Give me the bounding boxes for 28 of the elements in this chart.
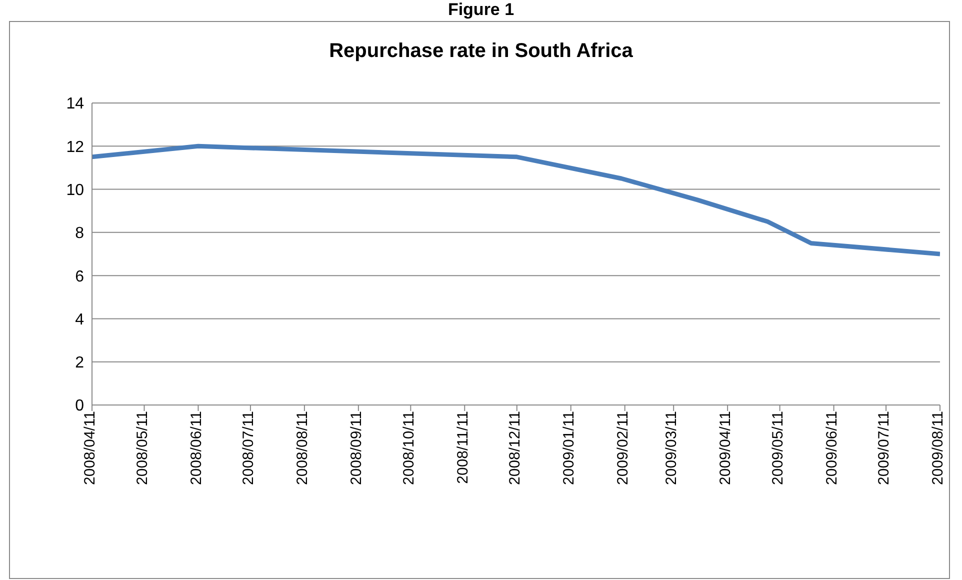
y-tick-label: 12 <box>66 138 84 156</box>
x-tick-label: 2009/08/11 <box>930 411 947 485</box>
y-tick-label: 14 <box>66 96 84 113</box>
y-tick-label: 2 <box>75 354 84 372</box>
x-tick-label: 2008/08/11 <box>294 411 312 485</box>
y-tick-label: 6 <box>75 268 84 286</box>
x-tick-label: 2009/05/11 <box>769 411 786 485</box>
x-tick-label: 2009/01/11 <box>560 411 578 485</box>
y-tick-label: 4 <box>75 311 84 328</box>
x-tick-label: 2008/12/11 <box>506 411 524 485</box>
caption: Figure 1 <box>446 0 516 20</box>
x-tick-label: 2008/05/11 <box>134 411 151 485</box>
x-tick-label: 2009/06/11 <box>823 411 840 485</box>
y-tick-label: 0 <box>75 398 84 415</box>
y-tick-label: 8 <box>75 225 84 242</box>
x-tick-label: 2009/03/11 <box>663 411 680 485</box>
x-tick-label: 2008/10/11 <box>400 411 418 485</box>
x-tick-label: 2008/04/11 <box>82 411 99 485</box>
line-series <box>92 144 940 256</box>
x-tick-label: 2009/02/11 <box>614 411 632 485</box>
x-tick-label: 2009/04/11 <box>717 411 734 485</box>
x-tick-label: 2008/09/11 <box>348 411 366 485</box>
x-tick-label: 2008/11/11 <box>454 411 472 484</box>
chart-title: Repurchase rate in South Africa <box>328 40 634 63</box>
x-tick-label: 2009/07/11 <box>876 411 893 485</box>
x-tick-label: 2008/07/11 <box>240 411 258 485</box>
x-tick-label: 2008/06/11 <box>188 411 205 485</box>
y-tick-label: 10 <box>66 182 84 199</box>
